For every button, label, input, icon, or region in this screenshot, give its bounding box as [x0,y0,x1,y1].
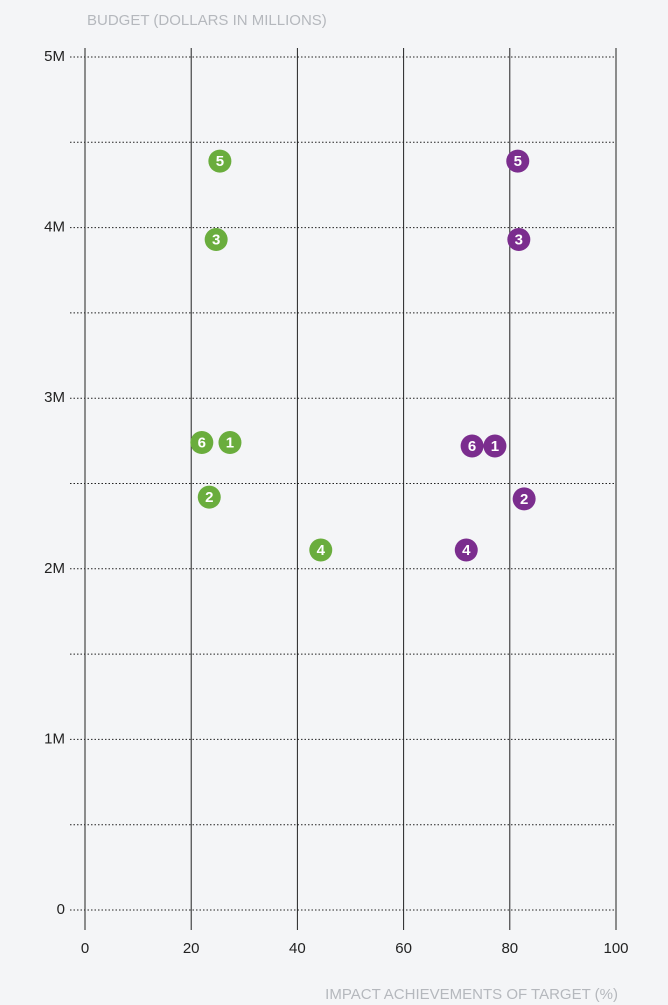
y-tick-label: 3M [44,389,65,406]
point-label: 3 [212,232,220,249]
point [190,431,214,455]
point-label: 2 [205,489,213,506]
x-tick-label: 60 [395,940,412,957]
point-label: 6 [468,438,476,455]
x-tick-label: 100 [603,940,628,957]
point-label: 4 [462,542,471,559]
point-label: 3 [515,232,523,249]
point-label: 1 [491,438,499,455]
x-axis-title: IMPACT ACHIEVEMENTS OF TARGET (%) [325,986,618,1003]
x-tick-label: 20 [183,940,200,957]
point [507,228,531,252]
point [204,228,228,252]
point-label: 2 [520,491,528,508]
y-tick-label: 4M [44,219,65,236]
x-tick-label: 0 [81,940,89,957]
x-tick-label: 80 [501,940,518,957]
point [483,434,507,458]
point [208,149,232,173]
y-tick-label: 2M [44,560,65,577]
point [460,434,484,458]
point [506,149,530,173]
point [454,538,478,562]
point-label: 5 [216,153,224,170]
point [309,538,333,562]
point-label: 5 [514,153,522,170]
point-label: 1 [226,435,234,452]
x-tick-label: 40 [289,940,306,957]
point-label: 4 [317,542,326,559]
y-tick-label: 5M [44,48,65,65]
point-label: 6 [198,435,206,452]
y-tick-label: 0 [57,901,65,918]
point [218,431,242,455]
point [197,485,221,509]
y-axis-title: BUDGET (DOLLARS IN MILLIONS) [87,12,327,29]
point [512,487,536,511]
y-tick-label: 1M [44,730,65,747]
